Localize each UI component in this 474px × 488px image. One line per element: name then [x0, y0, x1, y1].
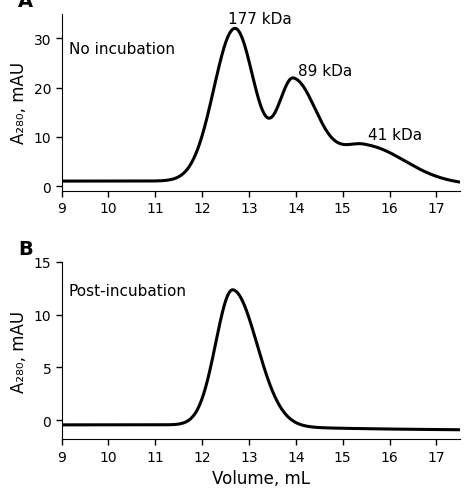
Text: 41 kDa: 41 kDa — [368, 127, 422, 142]
Text: Post-incubation: Post-incubation — [69, 284, 187, 298]
Text: No incubation: No incubation — [69, 41, 174, 57]
Text: A: A — [18, 0, 33, 11]
Y-axis label: A₂₈₀, mAU: A₂₈₀, mAU — [10, 310, 28, 392]
Text: 177 kDa: 177 kDa — [228, 12, 292, 27]
Text: B: B — [18, 240, 33, 259]
X-axis label: Volume, mL: Volume, mL — [212, 469, 310, 487]
Y-axis label: A₂₈₀, mAU: A₂₈₀, mAU — [10, 62, 28, 144]
Text: 89 kDa: 89 kDa — [298, 63, 353, 79]
